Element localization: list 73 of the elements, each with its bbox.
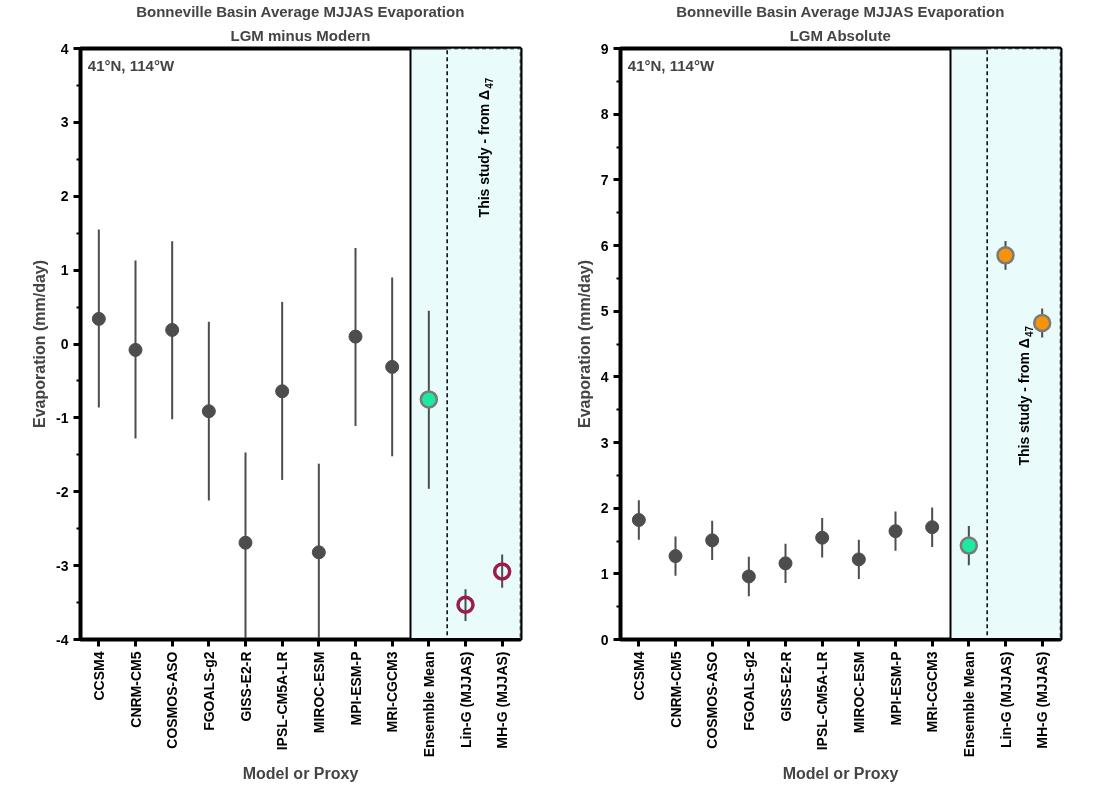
point (631, 513, 646, 527)
x-axis-title: Model or Proxy (782, 765, 899, 783)
band-label: This study - from Δ47 (475, 77, 495, 218)
x-tick-label: MRI-CGCM3 (924, 651, 941, 733)
y-tick-label: 3 (60, 114, 69, 131)
point (385, 359, 400, 374)
chart-subtitle: LGM Absolute (789, 26, 891, 44)
y-tick-label: 1 (60, 262, 69, 279)
point (311, 545, 326, 560)
y-tick-label: 7 (600, 171, 609, 188)
y-tick-label: 8 (600, 106, 609, 123)
point (741, 569, 756, 584)
x-tick-label: CNRM-CM5 (127, 651, 144, 728)
x-tick-label: MRI-CGCM3 (384, 651, 401, 733)
y-tick-label: 3 (600, 434, 609, 451)
x-tick-label: Lin-G (MJJAS) (457, 651, 474, 748)
point (201, 404, 216, 419)
chart-title: Bonneville Basin Average MJJAS Evaporation (676, 2, 1005, 20)
x-tick-label: Lin-G (MJJAS) (997, 651, 1014, 748)
y-tick-label: 6 (600, 237, 609, 254)
y-tick-label: -4 (56, 631, 69, 648)
annotation: 41°N, 114°W (627, 57, 715, 75)
point (91, 311, 106, 326)
point (815, 530, 830, 545)
chart-subtitle: LGM minus Modern (230, 26, 371, 44)
y-tick-label: 9 (600, 40, 609, 57)
y-tick-label: 4 (60, 40, 69, 57)
x-tick-label: Ensemble Mean (960, 651, 977, 758)
point (238, 535, 253, 550)
y-tick-label: 0 (600, 631, 609, 648)
x-tick-label: CNRM-CM5 (667, 651, 684, 728)
point (888, 524, 903, 539)
y-tick-label: 2 (60, 188, 69, 205)
x-tick-label: CCSM4 (630, 651, 647, 701)
y-tick-label: 0 (60, 336, 69, 352)
point (778, 556, 793, 571)
x-tick-label: CCSM4 (90, 651, 107, 701)
y-tick-label: -3 (56, 557, 69, 574)
point (851, 552, 866, 567)
x-tick-label: COSMOS-ASO (164, 651, 181, 749)
band-label: This study - from Δ47 (1015, 325, 1035, 466)
x-axis-title: Model or Proxy (242, 765, 359, 783)
y-tick-label: -1 (56, 409, 69, 426)
x-tick-label: IPSL-CM5A-LR (274, 651, 291, 751)
x-tick-label: MIROC-ESM (310, 651, 327, 734)
point (165, 322, 180, 337)
point (275, 384, 290, 399)
x-tick-label: FGOALS-g2 (200, 651, 217, 731)
y-axis-title: Evaporation (mm/day) (31, 259, 49, 429)
point (348, 329, 363, 344)
x-tick-label: MPI-ESM-P (887, 651, 904, 726)
annotation: 41°N, 114°W (87, 57, 175, 75)
x-tick-label: GISS-E2-R (777, 651, 794, 722)
x-tick-label: Ensemble Mean (420, 651, 437, 758)
x-tick-label: MH-G (MJJAS) (1034, 651, 1051, 749)
y-tick-label: -2 (56, 483, 69, 500)
y-tick-label: 2 (600, 500, 609, 517)
y-axis-title: Evaporation (mm/day) (575, 259, 593, 429)
x-tick-label: FGOALS-g2 (740, 651, 757, 731)
point (668, 549, 683, 564)
y-tick-label: 5 (600, 303, 609, 320)
x-tick-label: MPI-ESM-P (347, 651, 364, 726)
x-tick-label: GISS-E2-R (237, 651, 254, 722)
x-tick-label: MH-G (MJJAS) (494, 651, 511, 749)
y-tick-label: 1 (600, 565, 609, 582)
chart-title: Bonneville Basin Average MJJAS Evaporation (136, 2, 465, 20)
y-tick-label: 4 (600, 368, 609, 385)
x-tick-label: COSMOS-ASO (704, 651, 721, 749)
point (705, 533, 720, 548)
point (128, 342, 143, 357)
x-tick-label: IPSL-CM5A-LR (814, 651, 831, 751)
point (925, 520, 940, 535)
x-tick-label: MIROC-ESM (850, 651, 867, 734)
